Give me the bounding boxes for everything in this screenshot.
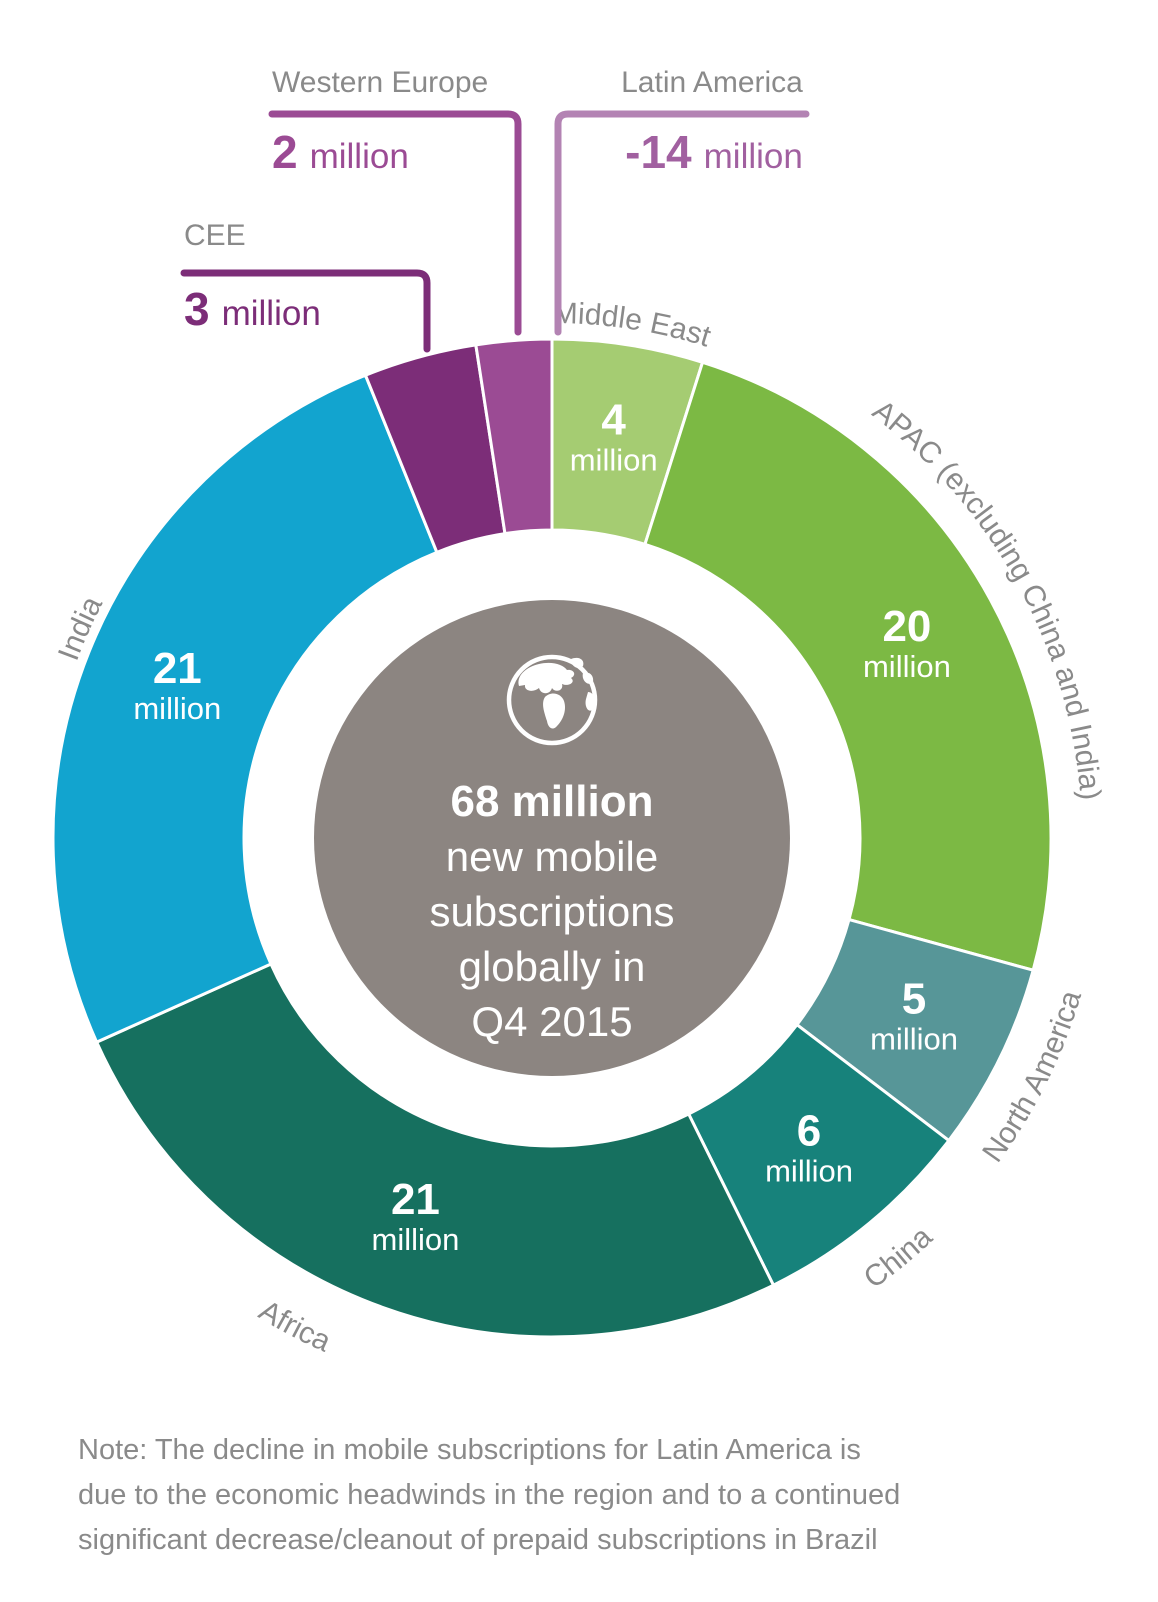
latin-america-value-label: -14 million xyxy=(625,126,803,178)
value-unit-china: million xyxy=(765,1154,853,1189)
western-europe-region-label: Western Europe xyxy=(272,66,488,99)
latin-america-region-label: Latin America xyxy=(621,66,803,99)
western-europe-leader-line xyxy=(268,110,522,336)
segment-western-europe xyxy=(474,337,554,536)
segment-india xyxy=(51,373,439,1045)
value-unit-india: million xyxy=(133,691,221,726)
value-india: 21 xyxy=(153,644,202,693)
donut-segments xyxy=(51,337,1053,1339)
center-line-3: globally in xyxy=(459,943,646,990)
cee-leader-line xyxy=(180,269,431,353)
region-label-africa: Africa xyxy=(253,1294,336,1359)
value-unit-africa: million xyxy=(372,1222,460,1257)
value-africa: 21 xyxy=(391,1175,440,1224)
center-circle xyxy=(314,600,790,1076)
cee-value-label: 3 million xyxy=(184,283,321,335)
center-line-4: Q4 2015 xyxy=(471,998,632,1045)
latin-america-leader-line xyxy=(554,110,810,336)
region-label-china: China xyxy=(858,1220,939,1295)
note-line-1: Note: The decline in mobile subscription… xyxy=(78,1434,861,1466)
note-text: Note: The decline in mobile subscription… xyxy=(78,1428,938,1563)
value-unit-apac-excluding-china-and-india: million xyxy=(863,649,951,684)
callout-latin-america: Latin America -14 million xyxy=(554,66,810,336)
value-china: 6 xyxy=(797,1107,821,1156)
note-line-2: due to the economic headwinds in the reg… xyxy=(78,1479,901,1511)
center-line-1: new mobile xyxy=(446,833,658,880)
segment-value-labels: 4million20million5million6million21milli… xyxy=(133,396,958,1257)
value-apac-excluding-china-and-india: 20 xyxy=(882,602,931,651)
center-line-2: subscriptions xyxy=(429,888,674,935)
western-europe-value-label: 2 million xyxy=(272,126,409,178)
globe-icon xyxy=(506,654,598,746)
callout-cee: CEE 3 million xyxy=(180,219,431,353)
segment-apac-excluding-china-and-india xyxy=(643,360,1053,973)
callout-western-europe: Western Europe 2 million xyxy=(268,66,522,336)
value-unit-middle-east: million xyxy=(570,443,658,478)
center-headline: 68 million xyxy=(451,777,654,826)
cee-region-label: CEE xyxy=(184,219,246,252)
value-north-america: 5 xyxy=(902,974,926,1023)
value-middle-east: 4 xyxy=(601,396,626,445)
value-unit-north-america: million xyxy=(870,1021,958,1056)
segment-africa xyxy=(94,962,776,1339)
note-line-3: significant decrease/cleanout of prepaid… xyxy=(78,1524,878,1556)
